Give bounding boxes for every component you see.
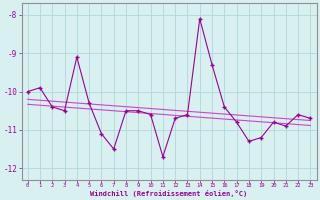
X-axis label: Windchill (Refroidissement éolien,°C): Windchill (Refroidissement éolien,°C) xyxy=(90,190,248,197)
